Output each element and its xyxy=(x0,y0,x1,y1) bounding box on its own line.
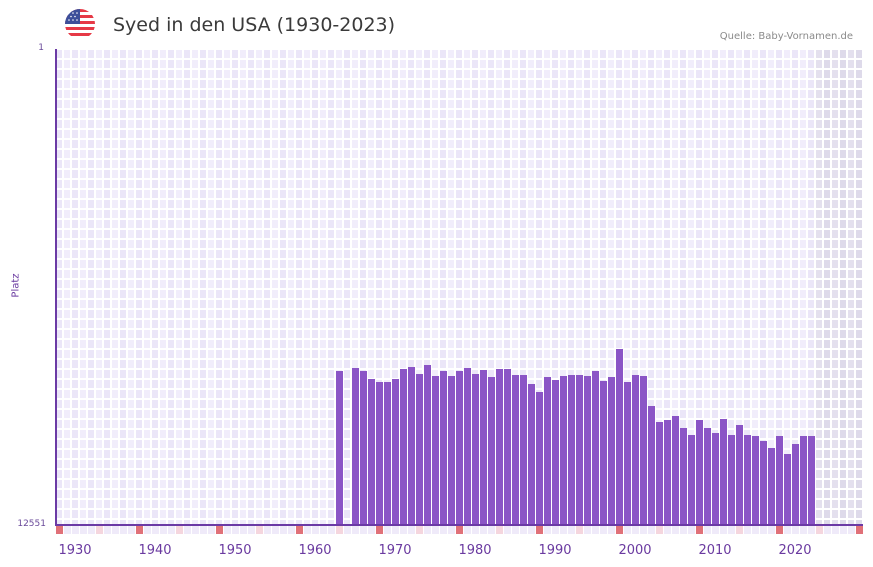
bar-1969 xyxy=(384,381,391,525)
bar-1981 xyxy=(480,369,487,525)
bar-2011 xyxy=(720,418,727,525)
bar-1995 xyxy=(592,370,599,525)
bar-2006 xyxy=(680,427,687,525)
bar-1988 xyxy=(536,391,543,525)
x-tick-1960: 1960 xyxy=(295,543,335,558)
bar-2016 xyxy=(760,440,767,525)
bar-1963 xyxy=(336,370,343,525)
bar-1998 xyxy=(616,348,623,525)
x-tick-1990: 1990 xyxy=(535,543,575,558)
bar-1984 xyxy=(504,369,511,525)
bar-2000 xyxy=(632,375,639,525)
bar-1982 xyxy=(488,377,495,525)
y-tick-bottom: 12551 xyxy=(0,519,46,529)
bar-1991 xyxy=(560,375,567,525)
bar-2022 xyxy=(808,435,815,525)
x-tick-2000: 2000 xyxy=(615,543,655,558)
bar-1980 xyxy=(472,374,479,525)
bar-2019 xyxy=(784,453,791,525)
x-tick-1980: 1980 xyxy=(455,543,495,558)
bar-1967 xyxy=(368,378,375,525)
bar-1965 xyxy=(352,367,359,525)
bar-1973 xyxy=(416,374,423,525)
bar-1994 xyxy=(584,375,591,525)
y-axis-line xyxy=(55,49,57,526)
bar-2010 xyxy=(712,432,719,525)
bar-2021 xyxy=(800,435,807,525)
bar-2007 xyxy=(688,434,695,525)
bar-1989 xyxy=(544,377,551,525)
x-axis-line xyxy=(55,524,863,526)
bar-2009 xyxy=(704,427,711,525)
bar-1968 xyxy=(376,381,383,525)
bar-1987 xyxy=(528,383,535,525)
bar-1997 xyxy=(608,377,615,525)
bar-1978 xyxy=(456,370,463,525)
x-tick-1970: 1970 xyxy=(375,543,415,558)
bar-1966 xyxy=(360,370,367,525)
chart-title: Syed in den USA (1930-2023) xyxy=(113,14,395,36)
bar-1974 xyxy=(424,364,431,525)
bar-2004 xyxy=(664,419,671,525)
y-axis-label: Platz xyxy=(11,266,22,306)
bar-1972 xyxy=(408,366,415,525)
bar-1999 xyxy=(624,381,631,525)
bar-2002 xyxy=(648,405,655,525)
source-label: Quelle: Baby-Vornamen.de xyxy=(720,31,853,42)
bar-2015 xyxy=(752,435,759,525)
bar-1986 xyxy=(520,375,527,525)
bar-1990 xyxy=(552,380,559,525)
y-tick-top: 1 xyxy=(20,43,44,53)
bar-1977 xyxy=(448,375,455,525)
bar-2013 xyxy=(736,424,743,525)
bar-2003 xyxy=(656,421,663,525)
bar-1985 xyxy=(512,375,519,525)
bar-2020 xyxy=(792,443,799,525)
bar-2014 xyxy=(744,434,751,525)
bar-2012 xyxy=(728,434,735,525)
x-tick-1930: 1930 xyxy=(55,543,95,558)
bar-1975 xyxy=(432,375,439,525)
bar-1970 xyxy=(392,378,399,525)
bar-1976 xyxy=(440,370,447,525)
bar-1971 xyxy=(400,369,407,525)
bar-1993 xyxy=(576,375,583,525)
bar-1992 xyxy=(568,375,575,525)
bar-2018 xyxy=(776,435,783,525)
bar-2008 xyxy=(696,419,703,525)
bar-2017 xyxy=(768,447,775,525)
bar-2001 xyxy=(640,375,647,525)
bar-1979 xyxy=(464,367,471,525)
bar-2005 xyxy=(672,415,679,525)
x-tick-1940: 1940 xyxy=(135,543,175,558)
x-tick-2010: 2010 xyxy=(695,543,735,558)
bar-1983 xyxy=(496,369,503,525)
us-flag-icon xyxy=(65,9,95,39)
x-tick-2020: 2020 xyxy=(775,543,815,558)
bar-1996 xyxy=(600,380,607,525)
x-tick-1950: 1950 xyxy=(215,543,255,558)
